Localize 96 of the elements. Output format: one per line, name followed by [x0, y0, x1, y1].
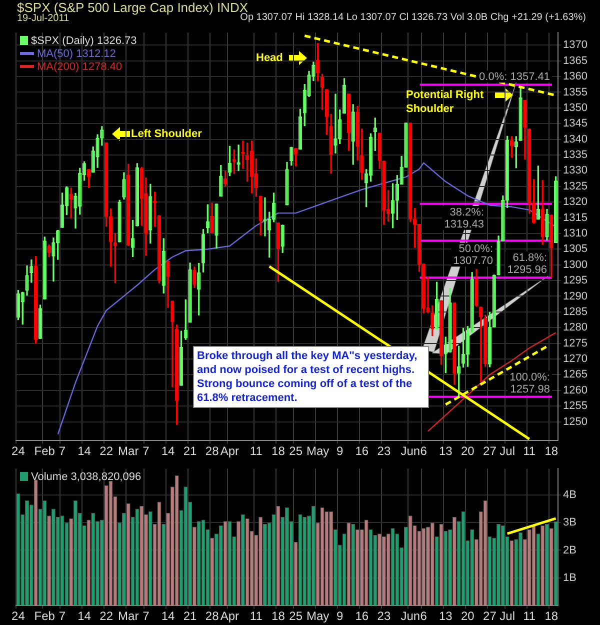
y-tick-label: 1315 [563, 212, 588, 224]
x-tick-label: 6 [420, 444, 428, 458]
x-tick-label: 27 [483, 609, 497, 624]
y-tick-label: 1265 [563, 368, 588, 381]
x-tick-label: 20 [460, 609, 475, 624]
x-tick-label: Jul [500, 444, 515, 458]
y-tick-label: 1260 [563, 384, 588, 396]
x-tick-label: 28 [205, 444, 220, 458]
x-tick-label: Feb [34, 444, 56, 458]
x-tick-label: 21 [183, 609, 198, 624]
y-tick-label: 1250 [563, 416, 588, 428]
ref-line-label: 0.0%: 1357.41 [479, 71, 550, 84]
x-tick-label: 18 [272, 444, 286, 458]
annotation: Head [256, 51, 283, 65]
x-tick-label: 11 [250, 444, 263, 458]
x-tick-label: 20 [460, 444, 475, 458]
x-tick-label: 7 [142, 444, 150, 458]
x-tick-label: 27 [483, 444, 497, 458]
legend-label: MA(50) 1312.12 [37, 48, 116, 60]
x-tick-label: Apr [220, 444, 240, 458]
x-tick-label: 14 [161, 609, 176, 624]
y-tick-label: 1275 [563, 337, 588, 350]
y-tick-label: 1300 [563, 258, 588, 271]
x-tick-label: Apr [220, 609, 240, 624]
annotation: Potential Right Shoulder [406, 88, 485, 116]
x-tick-label: 13 [438, 444, 453, 458]
y-tick-label: 1B [563, 572, 576, 584]
x-tick-label: Jul [500, 609, 515, 624]
y-tick-label: 1360 [563, 70, 588, 83]
x-tick-label: 9 [336, 609, 344, 624]
x-tick-label: 11 [523, 609, 536, 624]
legend-label: Volume 3,038,820,096 [31, 470, 142, 483]
x-tick-label: Feb [34, 609, 56, 624]
annotation: Broke through all the key MA''s yesterday, and now poised for a test of recent highs. Strong bounce coming off of a test of the 61.8% retracement. [193, 346, 429, 408]
x-tick-label: 24 [12, 444, 26, 458]
x-tick-label: 21 [183, 444, 198, 458]
y-tick-label: 1320 [563, 196, 588, 208]
chart-subtitle: 19-Jul-2011 [17, 13, 70, 24]
y-tick-label: 1340 [563, 133, 588, 146]
x-tick-label: 22 [100, 444, 114, 458]
x-tick-label: 14 [78, 444, 92, 458]
x-tick-label: 25 [289, 609, 303, 624]
x-tick-label: 7 [58, 444, 66, 458]
y-tick-label: 2B [563, 544, 576, 556]
x-tick-label: 14 [161, 444, 176, 458]
annotation: Left Shoulder [131, 127, 202, 141]
y-tick-label: 1330 [563, 164, 588, 177]
x-tick-label: 16 [355, 444, 369, 458]
x-tick-label: 11 [523, 444, 536, 458]
legend-label: MA(200) 1278.40 [37, 60, 122, 73]
x-tick-label: 22 [100, 609, 114, 624]
ref-line-label: 50.0%: 1307.70 [453, 243, 493, 268]
y-tick-label: 1295 [563, 274, 588, 287]
y-tick-label: 4B [563, 488, 576, 501]
x-tick-label: 16 [355, 609, 369, 624]
ref-line-label: 61.8%: 1295.96 [507, 252, 547, 276]
x-tick-label: 18 [272, 609, 286, 624]
y-tick-label: 1370 [563, 39, 588, 52]
y-tick-label: 1310 [563, 227, 588, 240]
x-tick-label: May [306, 444, 330, 458]
x-tick-label: Mar [118, 444, 139, 458]
x-tick-label: 7 [58, 609, 66, 624]
y-tick-label: 1280 [563, 322, 588, 334]
x-tick-label: Jun [400, 609, 420, 624]
x-tick-label: 23 [377, 609, 391, 624]
y-tick-label: 1255 [563, 400, 588, 412]
text: Op 1307.07 Hi 1328.14 Lo 1307.07 Cl 1326.73 Vol 3.0B Chg +21.29 (+1.63%) [240, 12, 586, 23]
y-tick-label: 1350 [563, 102, 588, 114]
x-tick-label: 18 [544, 444, 558, 458]
x-tick-label: Jun [400, 444, 420, 458]
ref-line-label: 100.0%: 1257.98 [510, 371, 550, 396]
legend-label: $SPX (Daily) 1326.73 [31, 34, 137, 47]
x-tick-label: 7 [142, 609, 150, 624]
y-tick-label: 1270 [563, 353, 588, 366]
y-tick-label: 1355 [563, 86, 588, 98]
y-tick-label: 1305 [563, 243, 588, 256]
x-tick-label: 6 [420, 609, 428, 624]
x-tick-label: 18 [544, 609, 558, 624]
x-tick-label: 13 [438, 609, 453, 624]
x-tick-label: 25 [289, 444, 303, 458]
y-tick-label: 1335 [563, 149, 588, 162]
x-tick-label: 9 [336, 444, 344, 458]
y-tick-label: 1290 [563, 290, 588, 302]
y-tick-label: 1285 [563, 306, 588, 318]
x-tick-label: May [306, 609, 330, 624]
x-tick-label: 28 [205, 609, 220, 624]
ref-line-label: 38.2%: 1319.43 [444, 206, 484, 230]
y-tick-label: 1365 [563, 54, 588, 67]
y-tick-label: 1345 [563, 118, 588, 130]
y-tick-label: 1325 [563, 180, 588, 192]
x-tick-label: 23 [377, 444, 391, 458]
x-tick-label: 11 [250, 609, 263, 624]
y-tick-label: 3B [563, 516, 576, 529]
x-tick-label: 14 [78, 609, 92, 624]
x-tick-label: 24 [12, 609, 26, 624]
x-tick-label: Mar [118, 609, 139, 624]
